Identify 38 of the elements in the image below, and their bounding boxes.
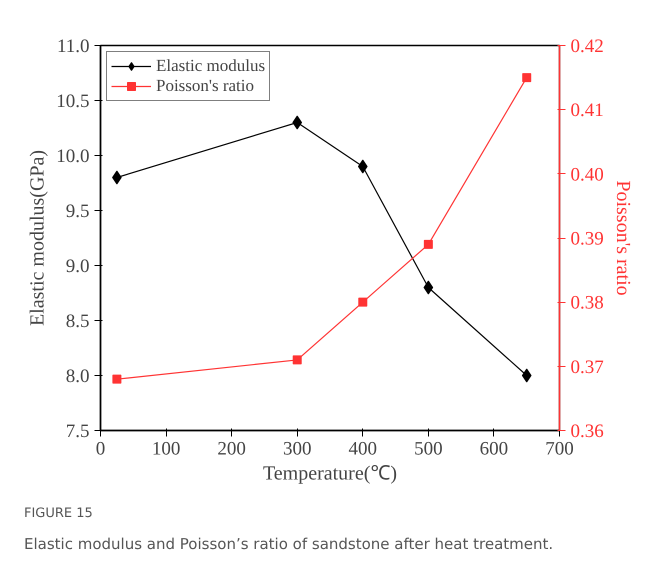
y2-tick-label: 0.42 [570,36,604,57]
x-tick-label: 200 [217,438,246,460]
y2-axis-title: Poisson's ratio [612,180,634,296]
y-tick-label: 8.5 [66,311,90,332]
point [112,170,122,184]
point [424,280,434,294]
y-tick-label: 7.5 [66,421,90,442]
x-tick-label: 500 [414,438,443,460]
y-axis-title: Elastic modulus(GPa) [26,150,48,326]
y-tick-label: 10.0 [56,146,90,167]
caption: FIGURE 15 [24,505,93,523]
y-tick-label: 11.0 [56,36,90,57]
legend-label: Poisson's ratio [156,76,254,96]
x-tick-label: 600 [480,438,508,460]
point [522,73,532,82]
point [358,298,368,307]
x-axis-title: Temperature(℃) [262,462,398,484]
x-tick-label: 300 [282,438,312,460]
x-tick-label: 100 [152,438,180,460]
x-tick-label: 0 [96,438,106,460]
point [358,160,368,174]
y2-tick-label: 0.40 [570,164,604,186]
point [292,116,302,130]
y2-tick-label: 0.38 [570,292,604,314]
x-tick-label: 400 [348,438,378,460]
point [424,240,433,249]
y-tick-label: 10.5 [56,91,90,112]
text: Elastic modulus and Poisson’s ratio of sandstone after heat treatment. [24,534,554,555]
legend-label: Elastic modulus [156,56,266,76]
y-tick-label: 9.0 [66,256,90,277]
y2-tick-label: 0.39 [570,228,604,250]
point [112,374,122,384]
point [292,355,302,364]
y2-tick-label: 0.37 [570,356,604,378]
y-tick-label: 8.0 [66,366,90,387]
y-tick-label: 9.5 [66,201,90,222]
point [522,368,532,382]
y2-tick-label: 0.41 [570,100,604,122]
